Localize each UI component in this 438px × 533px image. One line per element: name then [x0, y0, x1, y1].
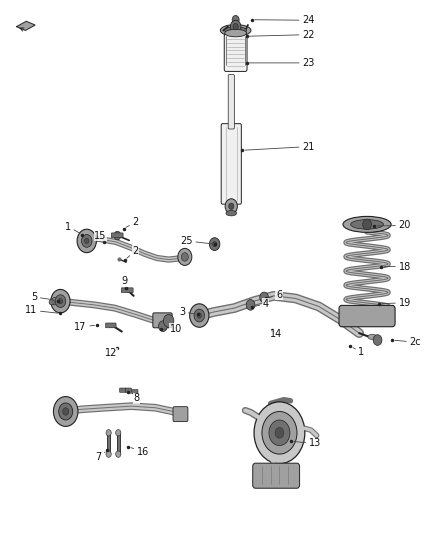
Circle shape [77, 229, 96, 253]
Circle shape [81, 235, 92, 247]
Circle shape [275, 427, 284, 438]
Text: 2c: 2c [395, 337, 421, 347]
Circle shape [194, 309, 205, 322]
Text: 25: 25 [180, 236, 212, 246]
Text: 2: 2 [127, 246, 138, 258]
FancyBboxPatch shape [228, 75, 234, 129]
Circle shape [106, 451, 111, 457]
Text: 16: 16 [131, 447, 149, 457]
Text: 13: 13 [294, 439, 321, 448]
Ellipse shape [368, 334, 377, 340]
Circle shape [262, 411, 297, 454]
FancyBboxPatch shape [125, 388, 131, 392]
Circle shape [85, 238, 89, 244]
Circle shape [163, 314, 174, 327]
Ellipse shape [226, 211, 237, 216]
Circle shape [269, 420, 290, 446]
Bar [107, 433, 110, 454]
Circle shape [63, 408, 69, 415]
Circle shape [373, 335, 382, 345]
Circle shape [197, 313, 201, 318]
Text: 19: 19 [381, 298, 411, 308]
Ellipse shape [343, 216, 391, 232]
Circle shape [116, 430, 121, 436]
Bar [117, 433, 120, 454]
FancyBboxPatch shape [224, 34, 247, 71]
Text: 1: 1 [353, 347, 364, 357]
Polygon shape [17, 21, 35, 30]
FancyBboxPatch shape [106, 323, 116, 328]
Text: 4: 4 [254, 299, 269, 309]
Circle shape [230, 20, 241, 33]
Text: 1: 1 [65, 222, 80, 233]
Circle shape [53, 397, 78, 426]
Text: 18: 18 [384, 262, 411, 271]
FancyBboxPatch shape [111, 233, 123, 238]
Ellipse shape [52, 297, 58, 305]
Circle shape [212, 241, 217, 247]
Circle shape [229, 203, 234, 209]
Text: 10: 10 [164, 324, 182, 334]
Text: 23: 23 [249, 58, 314, 68]
Circle shape [225, 199, 237, 214]
Circle shape [260, 292, 268, 303]
Text: 7: 7 [95, 452, 105, 462]
Text: 22: 22 [249, 30, 315, 39]
Circle shape [116, 451, 121, 457]
Circle shape [254, 402, 305, 464]
Text: 5: 5 [31, 292, 56, 302]
Circle shape [51, 289, 70, 313]
Circle shape [114, 231, 121, 240]
Text: 20: 20 [377, 221, 411, 230]
Text: 15: 15 [94, 231, 106, 242]
Text: 3: 3 [179, 307, 195, 317]
Circle shape [190, 304, 209, 327]
FancyBboxPatch shape [153, 313, 172, 328]
Ellipse shape [350, 220, 384, 229]
Circle shape [59, 403, 73, 420]
Ellipse shape [49, 300, 54, 305]
Text: 17: 17 [74, 322, 95, 332]
Text: 14: 14 [270, 329, 283, 339]
Circle shape [233, 23, 238, 30]
Text: 21: 21 [245, 142, 314, 151]
Ellipse shape [225, 27, 247, 34]
FancyBboxPatch shape [132, 390, 138, 394]
FancyBboxPatch shape [120, 388, 126, 392]
FancyBboxPatch shape [339, 305, 395, 327]
Ellipse shape [220, 25, 251, 36]
Circle shape [232, 15, 239, 24]
Circle shape [106, 430, 111, 436]
Circle shape [178, 248, 192, 265]
Circle shape [246, 300, 255, 310]
Text: 8: 8 [131, 393, 140, 403]
Ellipse shape [225, 29, 247, 37]
Text: 12: 12 [105, 349, 117, 358]
Circle shape [55, 295, 66, 308]
Text: 9: 9 [122, 277, 128, 288]
Text: 6: 6 [268, 290, 282, 300]
FancyBboxPatch shape [173, 407, 188, 422]
Circle shape [363, 219, 371, 230]
Text: 24: 24 [254, 15, 314, 25]
Circle shape [58, 298, 63, 304]
Circle shape [209, 238, 220, 251]
Circle shape [181, 253, 188, 261]
FancyBboxPatch shape [121, 288, 133, 293]
FancyBboxPatch shape [221, 124, 241, 204]
Text: 11: 11 [25, 305, 58, 315]
FancyBboxPatch shape [253, 463, 300, 488]
Circle shape [159, 321, 167, 332]
Text: 2: 2 [126, 217, 138, 228]
